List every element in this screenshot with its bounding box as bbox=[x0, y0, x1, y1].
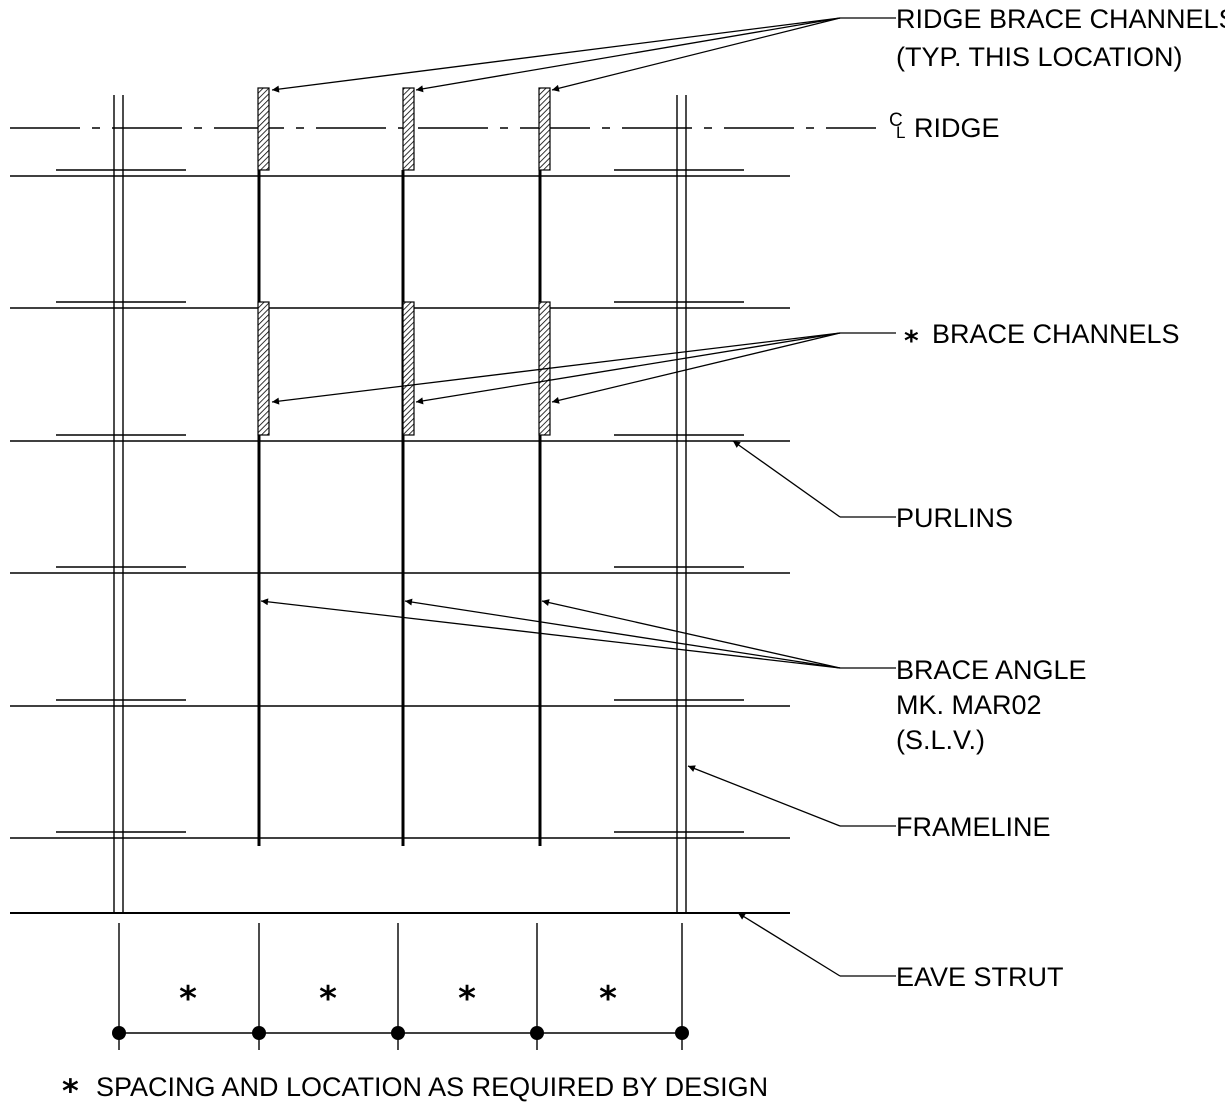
brace-angle-label-line3: (S.L.V.) bbox=[896, 725, 985, 755]
dimension-dots bbox=[112, 1026, 689, 1040]
frameline-left bbox=[113, 95, 124, 913]
leader-eave-strut bbox=[737, 912, 896, 977]
ridge-brace-channel bbox=[257, 87, 270, 171]
purlins bbox=[10, 169, 790, 839]
spacing-marker: * bbox=[179, 979, 197, 1019]
brace-channel bbox=[257, 301, 270, 436]
leader-brace-angle bbox=[260, 598, 896, 669]
footnote-marker: * bbox=[62, 1072, 79, 1103]
dimension-dot bbox=[252, 1026, 266, 1040]
purlin bbox=[10, 301, 790, 309]
eave-strut-label: EAVE STRUT bbox=[896, 962, 1064, 992]
ridge-brace-channels bbox=[257, 87, 551, 171]
leader-brace-channels bbox=[271, 332, 896, 405]
frameline-right bbox=[676, 95, 687, 913]
leader-ridge-brace bbox=[271, 17, 896, 93]
ridge-brace-channel bbox=[538, 87, 551, 171]
brace-channels bbox=[257, 301, 551, 436]
dimension-dot bbox=[530, 1026, 544, 1040]
purlin bbox=[10, 434, 790, 442]
brace-channels-label: BRACE CHANNELS bbox=[932, 319, 1180, 349]
purlin bbox=[10, 831, 790, 839]
brace-angles bbox=[257, 170, 542, 846]
ridge-brace-label-line1: RIDGE BRACE CHANNELS bbox=[896, 4, 1225, 34]
ridge-brace-channel bbox=[402, 87, 415, 171]
spacing-marker: * bbox=[458, 979, 476, 1019]
brace-angle-label-line1: BRACE ANGLE bbox=[896, 655, 1087, 685]
purlin bbox=[10, 699, 790, 707]
svg-text:C: C bbox=[889, 110, 903, 131]
dimension-dot bbox=[675, 1026, 689, 1040]
brace-angle-label-line2: MK. MAR02 bbox=[896, 690, 1042, 720]
purlins-label: PURLINS bbox=[896, 503, 1013, 533]
ridge-brace-label-line2: (TYP. THIS LOCATION) bbox=[896, 42, 1183, 72]
svg-text:L: L bbox=[896, 123, 905, 142]
purlin bbox=[10, 566, 790, 574]
brace-channel bbox=[402, 301, 415, 436]
leader-frameline bbox=[687, 765, 896, 827]
centerline-symbol: C L bbox=[889, 110, 905, 142]
spacing-marker: * bbox=[599, 979, 617, 1019]
leader-purlins bbox=[732, 440, 896, 518]
purlin bbox=[10, 169, 790, 177]
spacing-marker: * bbox=[319, 979, 337, 1019]
dimension-dot bbox=[112, 1026, 126, 1040]
ridge-label: RIDGE bbox=[914, 113, 1000, 143]
footnote-text: SPACING AND LOCATION AS REQUIRED BY DESI… bbox=[96, 1072, 768, 1102]
frameline-label: FRAMELINE bbox=[896, 812, 1051, 842]
brace-channels-marker: * bbox=[904, 324, 919, 357]
dimension-dot bbox=[391, 1026, 405, 1040]
